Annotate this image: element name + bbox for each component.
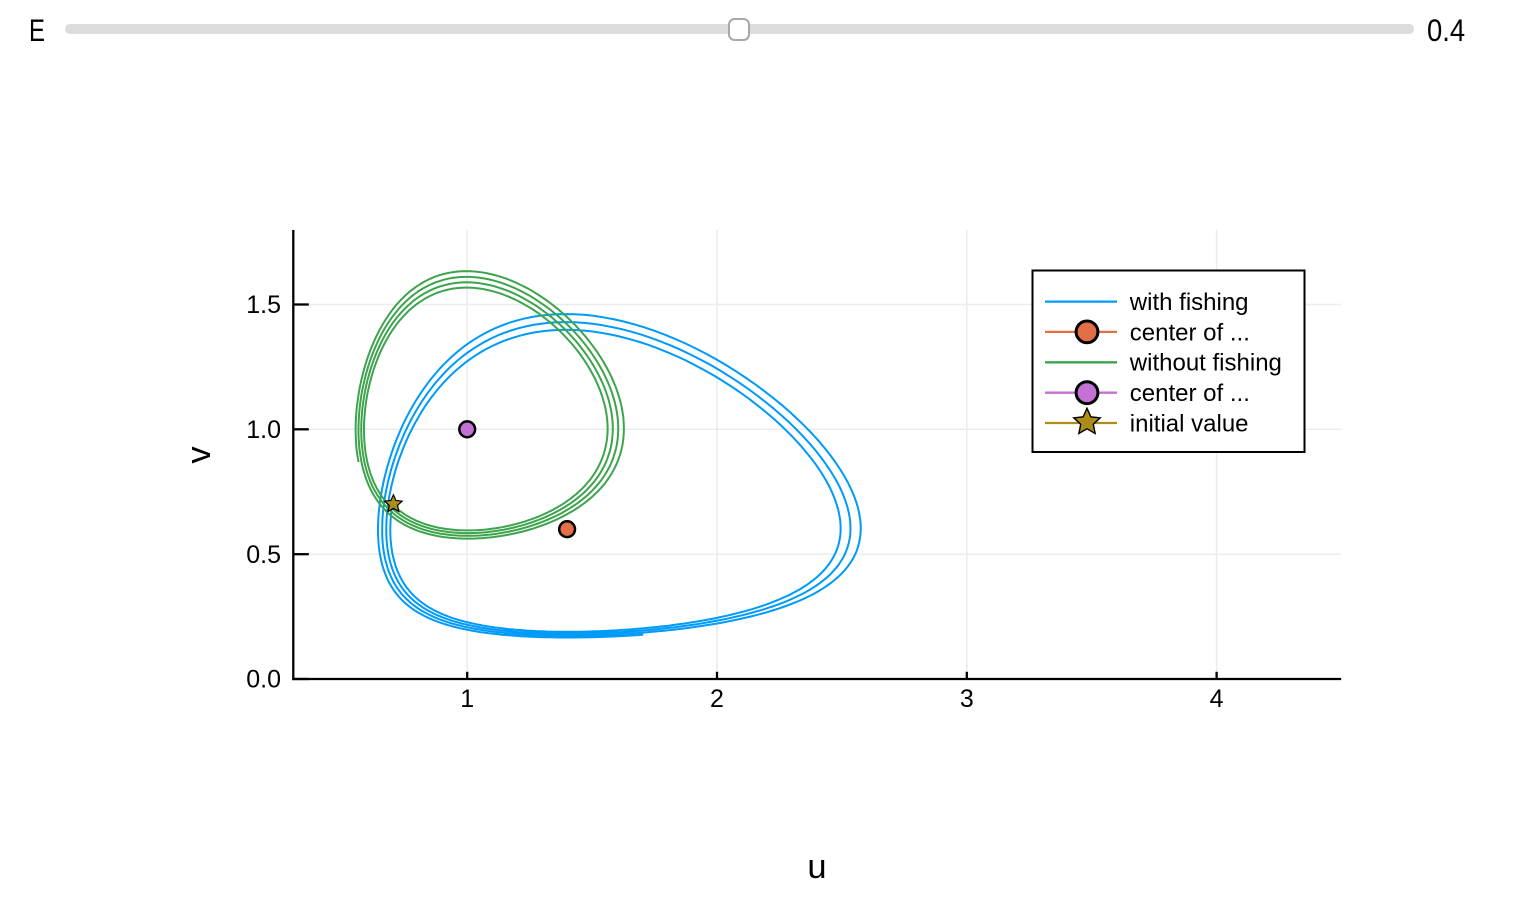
svg-text:1.5: 1.5	[246, 291, 281, 319]
svg-text:0.0: 0.0	[246, 665, 281, 693]
svg-text:center of ...: center of ...	[1130, 380, 1250, 407]
svg-text:center of ...: center of ...	[1130, 319, 1250, 346]
svg-text:without fishing: without fishing	[1129, 350, 1282, 377]
svg-text:u: u	[807, 848, 826, 886]
svg-text:initial value: initial value	[1130, 410, 1249, 437]
svg-text:4: 4	[1210, 685, 1224, 713]
svg-text:0.5: 0.5	[246, 541, 281, 569]
svg-text:v: v	[180, 446, 218, 464]
svg-text:3: 3	[960, 685, 974, 713]
svg-text:1: 1	[460, 685, 474, 713]
svg-text:1.0: 1.0	[246, 416, 281, 444]
svg-text:2: 2	[710, 685, 724, 713]
svg-text:with fishing: with fishing	[1129, 289, 1249, 316]
